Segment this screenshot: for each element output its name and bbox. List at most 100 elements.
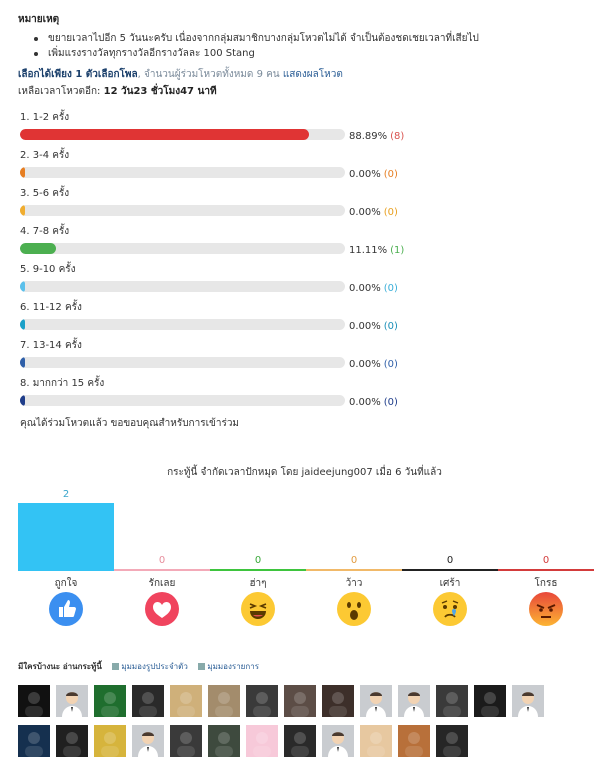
avatar[interactable]: [360, 725, 392, 757]
poll-option-label: 4. 7-8 ครั้ง: [20, 226, 70, 237]
avatar[interactable]: [132, 685, 164, 717]
avatar[interactable]: [246, 685, 278, 717]
poll-option-percent: 0.00%: [349, 397, 381, 408]
avatar[interactable]: [18, 725, 50, 757]
remaining-label: เหลือเวลาโหวตอีก:: [18, 86, 101, 97]
poll-option-bar-track: [20, 243, 345, 254]
avatar-row: [18, 725, 598, 765]
poll-option-bar-track: [20, 129, 345, 140]
poll-option-count: (0): [383, 283, 398, 294]
poll-option-label: 2. 3-4 ครั้ง: [20, 150, 70, 161]
avatar[interactable]: [512, 685, 544, 717]
poll-option-bar-fill: [20, 357, 25, 368]
reaction-label: ฮ่าๆ: [249, 578, 267, 589]
reaction-baseline: [498, 569, 594, 571]
avatar[interactable]: [18, 685, 50, 717]
reaction-bar: [18, 503, 114, 569]
poll-option-bar-fill: [20, 129, 309, 140]
reaction-label: เศร้า: [439, 578, 461, 589]
reaction-count: 0: [350, 555, 358, 566]
poll-option-count: (0): [383, 207, 398, 218]
poll-option-count: (0): [383, 397, 398, 408]
reaction-count: 2: [62, 489, 70, 500]
poll-option-label: 1. 1-2 ครั้ง: [20, 112, 70, 123]
reaction-count: 0: [158, 555, 166, 566]
poll-option-result: 0.00% (0): [349, 169, 398, 180]
wow-icon[interactable]: [336, 591, 372, 627]
poll-option-bar-track: [20, 281, 345, 292]
reaction-column: 0 โกรธ: [498, 490, 594, 630]
reaction-baseline: [402, 569, 498, 571]
reaction-baseline: [306, 569, 402, 571]
poll-option-count: (0): [383, 321, 398, 332]
poll-option-count: (0): [383, 359, 398, 370]
avatar[interactable]: [246, 725, 278, 757]
poll-choose-text: เลือกได้เพียง 1 ตัวเลือกโพล: [18, 69, 138, 80]
poll-option-percent: 88.89%: [349, 131, 388, 142]
avatar[interactable]: [322, 725, 354, 757]
avatar[interactable]: [94, 685, 126, 717]
poll-meta: เลือกได้เพียง 1 ตัวเลือกโพล, จำนวนผู้ร่ว…: [18, 66, 343, 83]
poll-option-bar-fill: [20, 243, 57, 254]
poll-option-result: 0.00% (0): [349, 283, 398, 294]
avatar[interactable]: [94, 725, 126, 757]
view-avatar-toggle[interactable]: มุมมองรูปประจำตัว: [112, 662, 188, 671]
reaction-column: 0 ว้าว: [306, 490, 402, 630]
avatar[interactable]: [208, 685, 240, 717]
avatar[interactable]: [436, 725, 468, 757]
poll-option: 4. 7-8 ครั้ง 11.11% (1): [20, 224, 600, 262]
poll-info: เลือกได้เพียง 1 ตัวเลือกโพล, จำนวนผู้ร่ว…: [18, 66, 343, 100]
poll-option-result: 88.89% (8): [349, 131, 404, 142]
note-list: ขยายเวลาไปอีก 5 วันนะครับ เนื่องจากกลุ่ม…: [18, 31, 598, 61]
poll-option-count: (8): [390, 131, 405, 142]
avatar[interactable]: [284, 685, 316, 717]
reaction-count: 0: [254, 555, 262, 566]
reaction-label: รักเลย: [148, 578, 176, 589]
love-icon[interactable]: [144, 591, 180, 627]
poll-option-label: 3. 5-6 ครั้ง: [20, 188, 70, 199]
avatar[interactable]: [132, 725, 164, 757]
poll-option: 6. 11-12 ครั้ง 0.00% (0): [20, 300, 600, 338]
avatar[interactable]: [170, 685, 202, 717]
poll-option-count: (1): [390, 245, 405, 256]
poll-option-label: 7. 13-14 ครั้ง: [20, 340, 82, 351]
like-icon[interactable]: [48, 591, 84, 627]
poll-option-bar-track: [20, 319, 345, 330]
note-section: หมายเหตุ ขยายเวลาไปอีก 5 วันนะครับ เนื่อ…: [18, 12, 598, 61]
grid-icon: [112, 663, 120, 670]
haha-icon[interactable]: [240, 591, 276, 627]
avatar[interactable]: [398, 685, 430, 717]
viewers-title: มีใครบ้างนะ อ่านกระทู้นี้: [18, 662, 102, 671]
poll-option-percent: 0.00%: [349, 321, 381, 332]
avatar[interactable]: [360, 685, 392, 717]
poll-option-bar-track: [20, 395, 345, 406]
note-title: หมายเหตุ: [18, 14, 60, 25]
poll-option: 2. 3-4 ครั้ง 0.00% (0): [20, 148, 600, 186]
note-item: เพิ่มแรงรางวัลทุกรางวัลอีกรางวัลละ 100 S…: [18, 46, 598, 61]
poll-option-label: 5. 9-10 ครั้ง: [20, 264, 76, 275]
poll-option-bar-fill: [20, 319, 25, 330]
avatar[interactable]: [284, 725, 316, 757]
avatar[interactable]: [56, 725, 88, 757]
reaction-chart: 2 ถูกใจ 0 รักเลย 0 ฮ่าๆ 0 ว้าว 0 เศร้า 0 โกรธ: [18, 489, 594, 630]
avatar[interactable]: [474, 685, 506, 717]
avatar[interactable]: [322, 685, 354, 717]
sad-icon[interactable]: [432, 591, 468, 627]
avatar[interactable]: [56, 685, 88, 717]
view-list-toggle[interactable]: มุมมองรายการ: [198, 662, 259, 671]
avatar[interactable]: [398, 725, 430, 757]
angry-icon[interactable]: [528, 591, 564, 627]
poll-voters-text: , จำนวนผู้ร่วมโหวตทั้งหมด 9 คน: [137, 69, 280, 80]
show-results-link[interactable]: แสดงผลโหวต: [282, 69, 343, 80]
poll-option-percent: 0.00%: [349, 283, 381, 294]
poll-option-bar-track: [20, 357, 345, 368]
poll-option: 1. 1-2 ครั้ง 88.89% (8): [20, 110, 600, 148]
avatar[interactable]: [436, 685, 468, 717]
remaining-value: 12 วัน23 ชั่วโมง47 นาที: [103, 86, 217, 97]
note-item: ขยายเวลาไปอีก 5 วันนะครับ เนื่องจากกลุ่ม…: [18, 31, 598, 46]
view-list-label: มุมมองรายการ: [207, 662, 259, 671]
avatar[interactable]: [208, 725, 240, 757]
avatar[interactable]: [170, 725, 202, 757]
poll-option-bar-fill: [20, 281, 25, 292]
avatar-row: [18, 685, 598, 725]
